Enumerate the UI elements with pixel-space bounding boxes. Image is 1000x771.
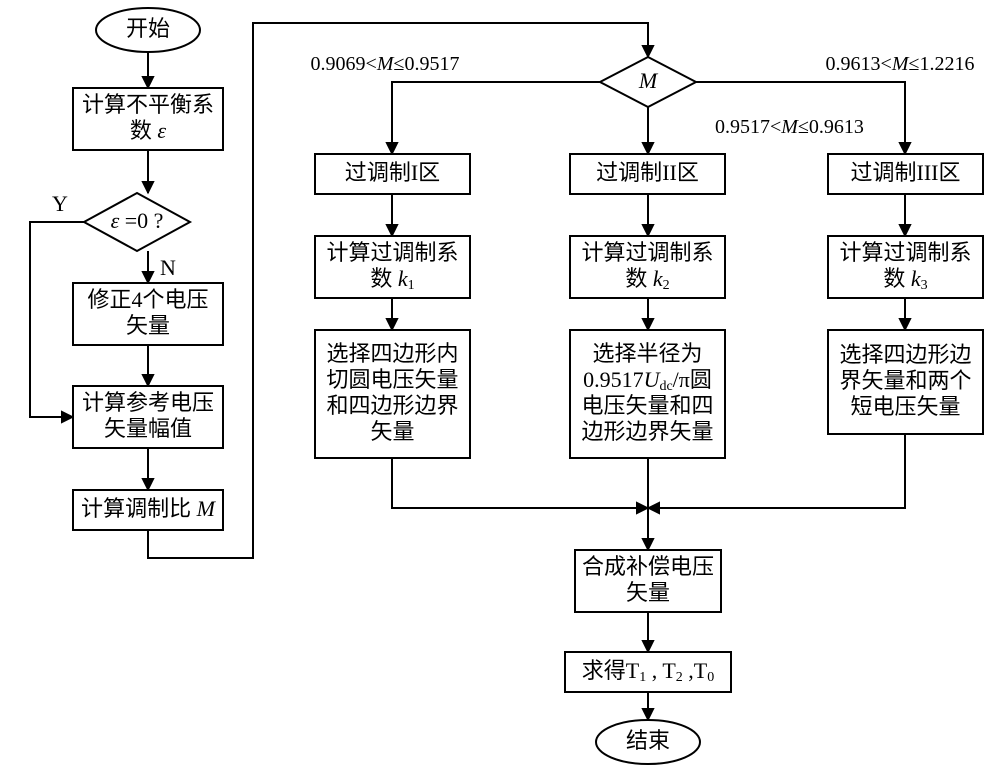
svg-text:矢量: 矢量 [370,419,414,444]
svg-text:合成补偿电压: 合成补偿电压 [582,554,714,579]
flowchart-canvas: 开始结束ε =0 ?YNM计算不平衡系数 ε修正4个电压矢量计算参考电压矢量幅值… [0,0,1000,771]
svg-text:切圆电压矢量: 切圆电压矢量 [326,367,458,392]
svg-text:计算过调制系: 计算过调制系 [326,240,458,265]
svg-text:矢量: 矢量 [626,580,670,605]
svg-text:结束: 结束 [626,728,670,753]
svg-text:短电压矢量: 短电压矢量 [850,394,960,419]
svg-text:0.9517<M≤0.9613: 0.9517<M≤0.9613 [715,116,864,138]
svg-text:求得T1 , T2 ,T0: 求得T1 , T2 ,T0 [582,658,715,685]
svg-text:开始: 开始 [126,16,170,41]
svg-text:0.9613<M≤1.2216: 0.9613<M≤1.2216 [826,53,975,75]
svg-text:修正4个电压: 修正4个电压 [87,287,208,312]
svg-text:计算调制比 M: 计算调制比 M [81,496,217,521]
svg-text:计算不平衡系: 计算不平衡系 [82,92,214,117]
svg-text:0.9069<M≤0.9517: 0.9069<M≤0.9517 [311,53,460,75]
svg-text:计算参考电压: 计算参考电压 [82,390,214,415]
svg-text:N: N [160,255,176,280]
svg-text:矢量: 矢量 [126,313,170,338]
svg-text:ε =0 ?: ε =0 ? [111,208,164,233]
svg-text:数 ε: 数 ε [130,118,167,143]
svg-text:矢量幅值: 矢量幅值 [104,416,192,441]
svg-text:计算过调制系: 计算过调制系 [581,240,713,265]
svg-text:选择半径为: 选择半径为 [592,341,702,366]
svg-text:过调制I区: 过调制I区 [345,160,440,185]
svg-text:电压矢量和四: 电压矢量和四 [581,393,713,418]
svg-text:过调制II区: 过调制II区 [596,160,699,185]
svg-text:选择四边形内: 选择四边形内 [326,341,458,366]
svg-text:和四边形边界: 和四边形边界 [326,393,458,418]
svg-text:过调制III区: 过调制III区 [850,160,960,185]
svg-text:Y: Y [52,191,68,216]
svg-text:计算过调制系: 计算过调制系 [839,240,971,265]
svg-text:边形边界矢量: 边形边界矢量 [581,419,713,444]
svg-text:界矢量和两个: 界矢量和两个 [839,368,971,393]
svg-text:0.9517Udc/π圆: 0.9517Udc/π圆 [583,367,712,394]
svg-text:M: M [638,68,659,93]
svg-text:选择四边形边: 选择四边形边 [839,342,971,367]
